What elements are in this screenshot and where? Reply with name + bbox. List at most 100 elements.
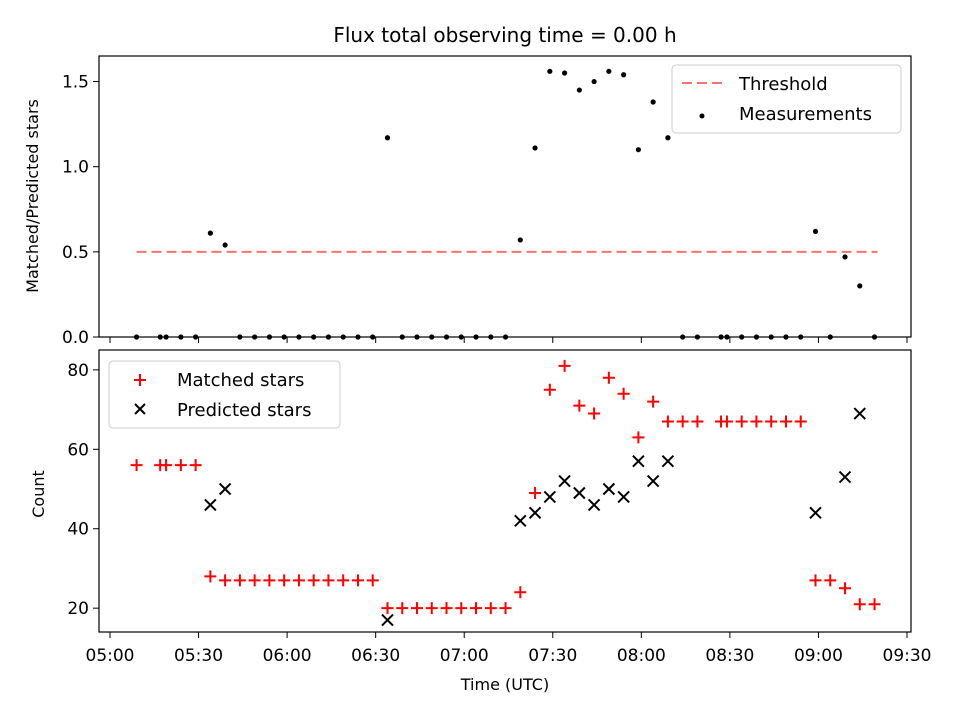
predicted-star-point bbox=[602, 482, 616, 496]
measurement-point bbox=[857, 283, 863, 289]
measurements-legend-label: Measurements bbox=[739, 104, 872, 125]
matched-star-point bbox=[204, 570, 217, 583]
matched-star-point bbox=[292, 574, 305, 587]
predicted-star-point bbox=[514, 514, 527, 527]
bottom-y-tick-label: 20 bbox=[67, 599, 89, 619]
x-tick-label: 09:00 bbox=[794, 646, 843, 666]
matched-star-point bbox=[263, 574, 276, 587]
predicted-star-point bbox=[809, 506, 822, 520]
matched-star-point bbox=[839, 582, 852, 595]
top-panel: 0.0 0.5 1.0 1.5 Threshold Measurements bbox=[62, 55, 912, 348]
predicted-star-point bbox=[632, 455, 645, 468]
matched-star-point bbox=[160, 459, 173, 472]
matched-star-point bbox=[499, 602, 512, 615]
matched-star-point bbox=[765, 415, 778, 428]
top-y-tick-label: 1.0 bbox=[62, 158, 89, 178]
matched-star-point bbox=[410, 602, 423, 615]
matched-star-point bbox=[647, 395, 660, 408]
matched-star-point bbox=[351, 574, 364, 587]
measurement-point bbox=[561, 70, 568, 76]
matched-star-point bbox=[455, 602, 468, 615]
matched-star-point bbox=[529, 486, 542, 499]
bottom-y-tick-label: 40 bbox=[67, 520, 89, 540]
matched-star-point bbox=[720, 415, 733, 428]
predicted-star-point bbox=[204, 498, 217, 512]
matched-star-point bbox=[617, 387, 630, 400]
measurement-point bbox=[547, 68, 553, 74]
matched-star-point bbox=[307, 574, 320, 587]
matched-star-point bbox=[853, 598, 866, 611]
top-y-ticks: 0.0 0.5 1.0 1.5 bbox=[62, 73, 99, 348]
predicted-star-point bbox=[543, 490, 557, 504]
measurements-legend-swatch bbox=[699, 113, 705, 119]
matched-star-point bbox=[425, 602, 438, 615]
matched-star-point bbox=[558, 359, 571, 372]
chart-title: Flux total observing time = 0.00 h bbox=[333, 23, 676, 47]
measurement-point bbox=[606, 68, 612, 74]
measurement-point bbox=[222, 242, 228, 248]
matched-star-point bbox=[130, 459, 143, 472]
predicted-legend-swatch bbox=[134, 403, 146, 415]
predicted-star-point bbox=[661, 455, 675, 468]
predicted-legend-label: Predicted stars bbox=[177, 400, 311, 421]
matched-star-point bbox=[381, 602, 394, 615]
top-axes-frame bbox=[98, 55, 912, 338]
predicted-star-point bbox=[558, 474, 571, 488]
matched-star-point bbox=[588, 407, 601, 420]
matched-star-point bbox=[543, 383, 556, 396]
matched-star-point bbox=[632, 431, 645, 444]
x-tick-label: 08:30 bbox=[705, 646, 754, 666]
matched-star-point bbox=[735, 415, 748, 428]
x-tick-label: 09:30 bbox=[883, 646, 932, 666]
predicted-star-point bbox=[587, 498, 601, 512]
top-x-tick-marks bbox=[109, 337, 908, 343]
matched-star-point bbox=[396, 602, 409, 615]
bottom-axes-frame bbox=[98, 349, 912, 633]
measurement-point bbox=[812, 228, 819, 235]
matched-star-point bbox=[366, 574, 379, 587]
top-y-tick-label: 0.0 bbox=[62, 328, 89, 348]
matched-legend-label: Matched stars bbox=[177, 370, 304, 391]
predicted-star-point bbox=[528, 506, 542, 520]
x-tick-label: 06:00 bbox=[263, 646, 312, 666]
measurement-point bbox=[635, 147, 641, 153]
bottom-y-ticks: 20 40 60 80 bbox=[67, 361, 99, 619]
x-tick-label: 07:30 bbox=[528, 646, 577, 666]
matched-star-point bbox=[779, 415, 792, 428]
predicted-star-point bbox=[853, 407, 866, 420]
matched-star-point bbox=[470, 602, 483, 615]
bottom-y-axis-label: Count bbox=[29, 470, 48, 518]
predicted-star-point bbox=[838, 470, 852, 484]
matched-star-point bbox=[233, 574, 246, 587]
matched-star-point bbox=[750, 415, 763, 428]
matched-star-point bbox=[278, 574, 291, 587]
predicted-star-point bbox=[646, 474, 660, 488]
x-tick-label: 08:00 bbox=[617, 646, 666, 666]
bottom-legend-box bbox=[108, 360, 341, 429]
matched-star-point bbox=[322, 574, 335, 587]
top-legend-box bbox=[671, 64, 902, 134]
matched-star-point bbox=[514, 586, 527, 599]
predicted-star-point bbox=[573, 486, 586, 500]
predicted-star-point bbox=[617, 490, 630, 504]
matched-star-point bbox=[484, 602, 497, 615]
predicted-star-point bbox=[381, 613, 394, 627]
measurement-point bbox=[621, 72, 627, 78]
matched-star-point bbox=[602, 371, 615, 384]
matched-star-point bbox=[868, 598, 881, 611]
matched-star-point bbox=[809, 574, 822, 587]
measurement-point bbox=[842, 254, 848, 260]
predicted-star-point bbox=[218, 482, 232, 496]
measurement-point bbox=[591, 78, 597, 85]
x-tick-label: 05:30 bbox=[174, 646, 223, 666]
matched-star-point bbox=[174, 459, 187, 472]
x-tick-label: 06:30 bbox=[351, 646, 400, 666]
x-axis-label: Time (UTC) bbox=[460, 675, 549, 694]
matched-star-point bbox=[573, 399, 586, 412]
matched-star-point bbox=[219, 574, 232, 587]
matched-stars-points bbox=[130, 359, 881, 615]
bottom-y-tick-label: 80 bbox=[67, 361, 89, 381]
measurement-point bbox=[517, 237, 523, 243]
